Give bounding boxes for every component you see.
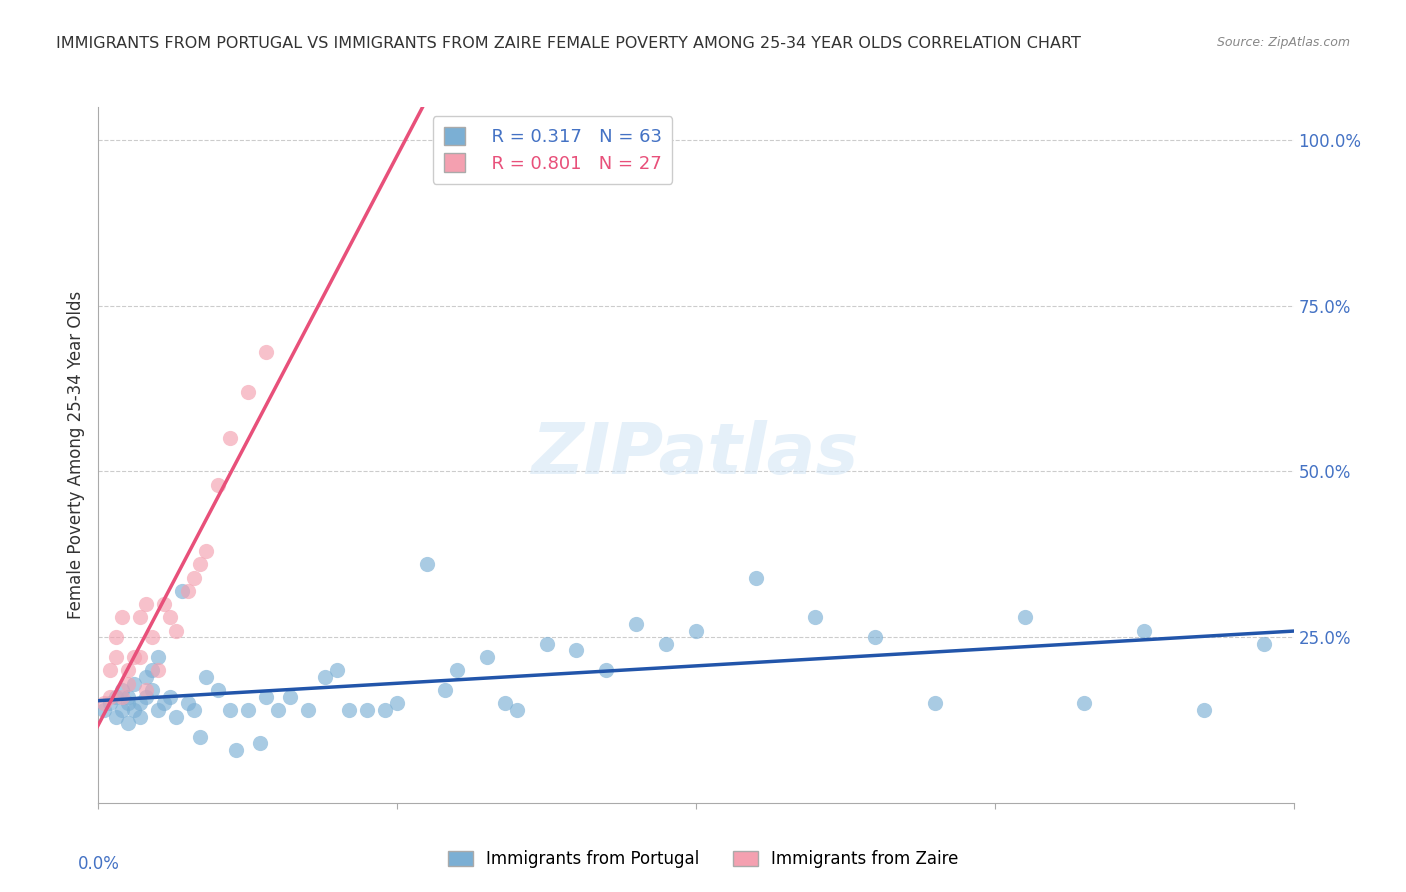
Point xyxy=(148,703,170,717)
Point xyxy=(207,683,229,698)
Point xyxy=(124,650,146,665)
Point xyxy=(685,624,707,638)
Point xyxy=(188,730,211,744)
Y-axis label: Female Poverty Among 25-34 Year Olds: Female Poverty Among 25-34 Year Olds xyxy=(66,291,84,619)
Point xyxy=(183,570,205,584)
Point xyxy=(135,597,157,611)
Point xyxy=(924,697,946,711)
Point xyxy=(1133,624,1156,638)
Point xyxy=(207,477,229,491)
Text: ZIPatlas: ZIPatlas xyxy=(533,420,859,490)
Point xyxy=(1014,610,1036,624)
Point xyxy=(446,663,468,677)
Point xyxy=(159,690,181,704)
Point xyxy=(93,697,115,711)
Point xyxy=(219,431,242,445)
Point xyxy=(249,736,271,750)
Point xyxy=(148,650,170,665)
Point xyxy=(105,630,128,644)
Point xyxy=(141,683,163,698)
Point xyxy=(117,697,139,711)
Point xyxy=(494,697,516,711)
Point xyxy=(135,683,157,698)
Text: Source: ZipAtlas.com: Source: ZipAtlas.com xyxy=(1216,36,1350,49)
Text: 0.0%: 0.0% xyxy=(77,855,120,873)
Point xyxy=(536,637,558,651)
Point xyxy=(148,663,170,677)
Point xyxy=(129,610,152,624)
Point xyxy=(100,690,122,704)
Point xyxy=(385,697,409,711)
Point xyxy=(297,703,319,717)
Point xyxy=(267,703,290,717)
Point xyxy=(339,703,360,717)
Point xyxy=(111,683,134,698)
Point xyxy=(124,703,146,717)
Point xyxy=(475,650,498,665)
Point xyxy=(177,697,200,711)
Point xyxy=(565,643,588,657)
Point xyxy=(315,670,337,684)
Point xyxy=(374,703,396,717)
Point xyxy=(105,709,128,723)
Point xyxy=(254,690,277,704)
Point xyxy=(105,690,128,704)
Point xyxy=(219,703,242,717)
Legend:   R = 0.317   N = 63,   R = 0.801   N = 27: R = 0.317 N = 63, R = 0.801 N = 27 xyxy=(433,116,672,184)
Point xyxy=(105,650,128,665)
Point xyxy=(100,697,122,711)
Point xyxy=(141,663,163,677)
Point xyxy=(117,716,139,731)
Point xyxy=(506,703,529,717)
Point xyxy=(865,630,887,644)
Point xyxy=(188,558,211,572)
Point xyxy=(236,384,259,399)
Point xyxy=(1192,703,1215,717)
Legend: Immigrants from Portugal, Immigrants from Zaire: Immigrants from Portugal, Immigrants fro… xyxy=(441,844,965,875)
Point xyxy=(141,630,163,644)
Point xyxy=(326,663,349,677)
Point xyxy=(129,709,152,723)
Point xyxy=(129,697,152,711)
Point xyxy=(1073,697,1095,711)
Text: IMMIGRANTS FROM PORTUGAL VS IMMIGRANTS FROM ZAIRE FEMALE POVERTY AMONG 25-34 YEA: IMMIGRANTS FROM PORTUGAL VS IMMIGRANTS F… xyxy=(56,36,1081,51)
Point xyxy=(595,663,617,677)
Point xyxy=(356,703,378,717)
Point xyxy=(117,690,139,704)
Point xyxy=(159,610,181,624)
Point xyxy=(626,616,648,631)
Point xyxy=(183,703,205,717)
Point xyxy=(153,697,176,711)
Point xyxy=(195,544,218,558)
Point xyxy=(165,709,187,723)
Point xyxy=(1253,637,1275,651)
Point xyxy=(416,558,439,572)
Point xyxy=(804,610,827,624)
Point xyxy=(195,670,218,684)
Point xyxy=(225,743,247,757)
Point xyxy=(135,690,157,704)
Point xyxy=(100,663,122,677)
Point xyxy=(434,683,457,698)
Point xyxy=(254,345,277,359)
Point xyxy=(655,637,678,651)
Point xyxy=(177,583,200,598)
Point xyxy=(135,670,157,684)
Point xyxy=(117,663,139,677)
Point xyxy=(236,703,259,717)
Point xyxy=(153,597,176,611)
Point xyxy=(111,703,134,717)
Point xyxy=(117,676,139,690)
Point xyxy=(111,690,134,704)
Point xyxy=(124,676,146,690)
Point xyxy=(278,690,301,704)
Point xyxy=(111,610,134,624)
Point xyxy=(745,570,768,584)
Point xyxy=(129,650,152,665)
Point xyxy=(172,583,194,598)
Point xyxy=(165,624,187,638)
Point xyxy=(93,703,115,717)
